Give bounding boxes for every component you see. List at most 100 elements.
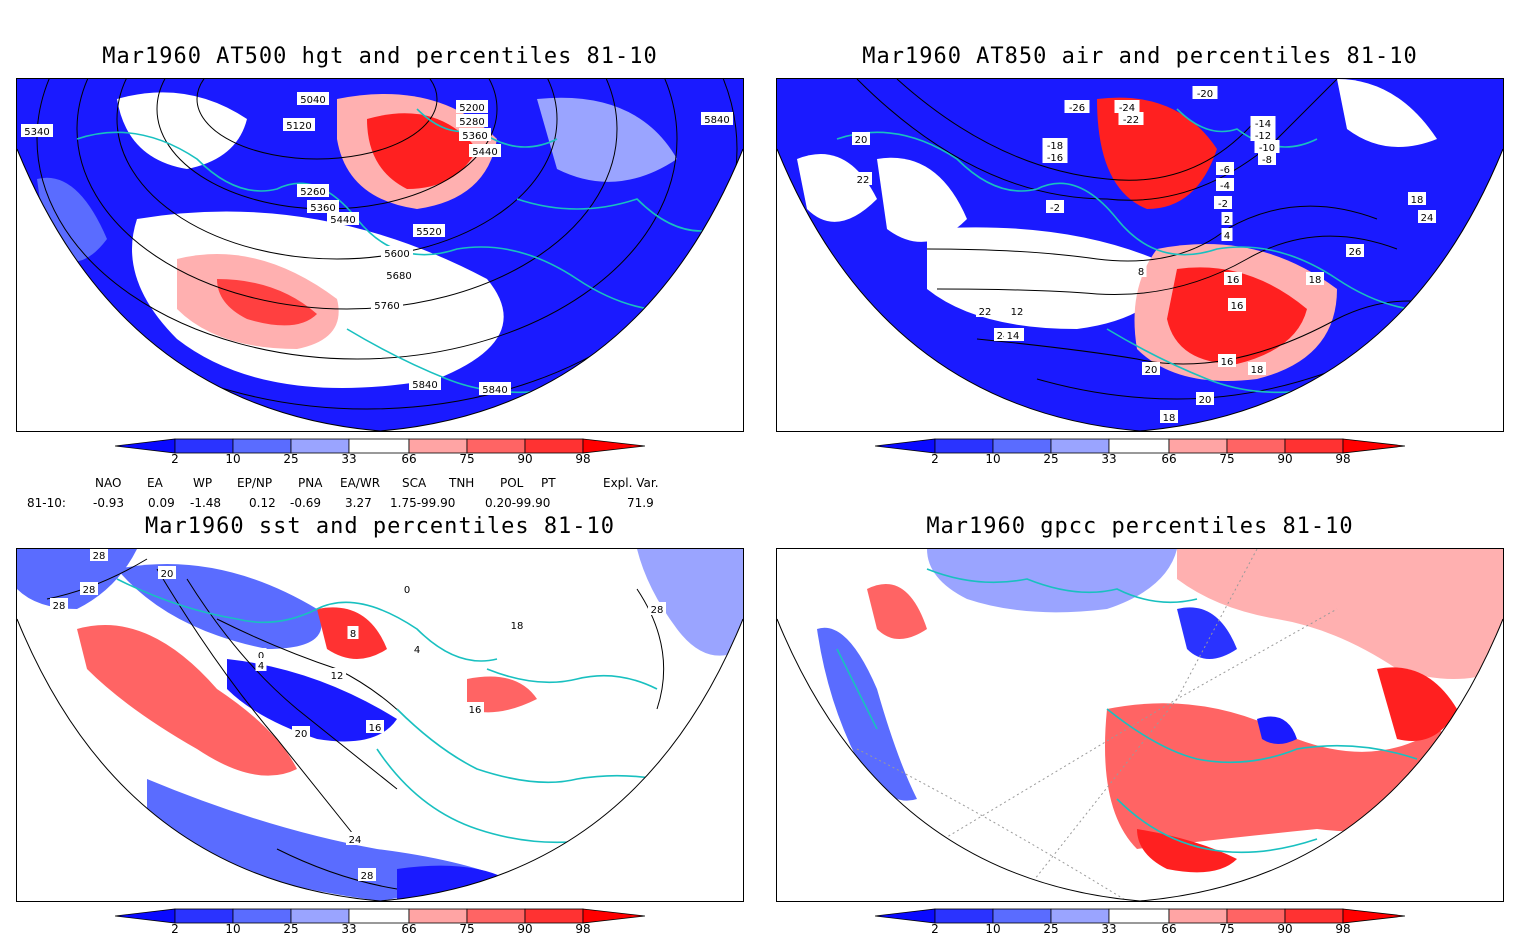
index-header-nao: NAO	[95, 476, 122, 490]
colorbar-1-segment	[408, 438, 468, 454]
contour-label: 18	[1408, 192, 1426, 206]
svg-text:28: 28	[53, 601, 66, 612]
index-value-sca-range: 1.75-99.90	[390, 496, 456, 510]
contour-label: -2	[1214, 196, 1232, 210]
contour-label: 26	[1346, 244, 1364, 258]
svg-text:2: 2	[1224, 215, 1230, 226]
svg-text:-2: -2	[1218, 199, 1228, 210]
colorbar-3-tick-label: 98	[575, 922, 591, 936]
colorbar-1-tick-label: 90	[517, 452, 533, 466]
colorbar-1-tick-label: 75	[459, 452, 475, 466]
svg-text:-24: -24	[1119, 103, 1135, 114]
colorbar-3-tick-label: 10	[225, 922, 241, 936]
svg-text:5120: 5120	[286, 121, 311, 132]
contour-label: 20	[1142, 362, 1160, 376]
contour-label: -14	[1250, 116, 1276, 130]
svg-text:-6: -6	[1220, 165, 1230, 176]
contour-label: 12	[1008, 304, 1026, 318]
svg-text:5760: 5760	[374, 301, 399, 312]
contour-label: 28	[80, 582, 98, 596]
contour-label: -10	[1254, 140, 1280, 154]
svg-text:-18: -18	[1047, 141, 1063, 152]
contour-label: 20	[292, 726, 310, 740]
svg-text:5440: 5440	[330, 215, 355, 226]
contour-label: 8	[347, 626, 359, 640]
contour-label: 28	[358, 868, 376, 882]
svg-text:0: 0	[258, 651, 264, 662]
contour-label: -18	[1042, 138, 1068, 152]
colorbar-1-segment	[524, 438, 584, 454]
contour-label: 20	[852, 132, 870, 146]
colorbar-4-tick-label: 66	[1161, 922, 1177, 936]
contour-label: 5340	[21, 124, 53, 138]
colorbar-2-segment	[875, 438, 936, 454]
colorbar-3-segment	[174, 908, 234, 924]
contour-label: 5760	[371, 298, 403, 312]
contour-label: 16	[1224, 272, 1242, 286]
svg-text:20: 20	[1145, 365, 1158, 376]
panel-title-air: Mar1960 AT850 air and percentiles 81-10	[862, 44, 1418, 69]
colorbar-3-segment	[408, 908, 468, 924]
colorbar-1-tick-label: 66	[401, 452, 417, 466]
svg-text:-10: -10	[1259, 143, 1275, 154]
teleconnection-indices: NAO EA WP EP/NP PNA EA/WR SCA TNH POL PT…	[0, 476, 760, 512]
svg-text:5520: 5520	[416, 227, 441, 238]
colorbar-4-tick-label: 25	[1043, 922, 1059, 936]
contour-label: -20	[1192, 86, 1218, 100]
contour-label: 0	[401, 582, 413, 596]
colorbar-3-segment	[232, 908, 292, 924]
contour-label: 12	[328, 668, 346, 682]
colorbar-2-tick-label: 33	[1101, 452, 1117, 466]
colorbar-1-tick-label: 10	[225, 452, 241, 466]
colorbar-3-segment	[466, 908, 526, 924]
index-value-eawr: 3.27	[345, 496, 372, 510]
panel-title-gpcc: Mar1960 gpcc percentiles 81-10	[926, 514, 1354, 539]
svg-text:4: 4	[258, 661, 264, 672]
index-value-nao: -0.93	[93, 496, 125, 510]
contour-label: 18	[508, 618, 526, 632]
colorbar-1-tick-label: 33	[341, 452, 357, 466]
map-panel-sst: 28 28 28 20 0 4 8 4 12 16 16 20 24 28 18 28 0	[16, 548, 744, 902]
svg-text:-22: -22	[1123, 115, 1139, 126]
svg-text:18: 18	[1163, 413, 1176, 424]
svg-text:18: 18	[1411, 195, 1424, 206]
contour-label: 24	[346, 832, 364, 846]
index-header-epnp: EP/NP	[237, 476, 273, 490]
index-header-pna: PNA	[298, 476, 323, 490]
colorbar-3-segment	[115, 908, 176, 924]
colorbar-3-segment	[348, 908, 410, 924]
svg-text:8: 8	[1138, 267, 1144, 278]
svg-text:28: 28	[361, 871, 374, 882]
colorbar-4-tick-label: 2	[931, 922, 939, 936]
colorbar-2-segment	[1284, 438, 1344, 454]
contour-label: -24	[1114, 100, 1140, 114]
colorbar-4-segment	[1226, 908, 1286, 924]
svg-text:18: 18	[1309, 275, 1322, 286]
contour-label: -2	[1046, 200, 1064, 214]
svg-text:5840: 5840	[704, 115, 729, 126]
contour-label: 5360	[459, 128, 491, 142]
colorbar-4-segment	[1168, 908, 1228, 924]
svg-text:26: 26	[1349, 247, 1362, 258]
svg-text:5260: 5260	[300, 187, 325, 198]
index-value-ea: 0.09	[148, 496, 175, 510]
colorbar-1-tick-label: 98	[575, 452, 591, 466]
colorbar-4-segment	[1108, 908, 1170, 924]
contour-label: 18	[1248, 362, 1266, 376]
index-header-sca: SCA	[402, 476, 427, 490]
svg-text:24: 24	[1421, 213, 1434, 224]
contour-label: -16	[1042, 150, 1068, 164]
colorbar-1-segment	[290, 438, 350, 454]
colorbar-3-segment	[290, 908, 350, 924]
contour-label: 5440	[327, 212, 359, 226]
colorbar-4: 2 10 25 33 66 75 90 98	[875, 908, 1405, 940]
colorbar-4-segment	[934, 908, 994, 924]
colorbar-2-segment	[1168, 438, 1228, 454]
contour-label: -8	[1258, 152, 1276, 166]
colorbar-4-tick-label: 75	[1219, 922, 1235, 936]
colorbar-4-segment	[875, 908, 936, 924]
colorbar-4-tick-label: 90	[1277, 922, 1293, 936]
colorbar-4-tick-label: 98	[1335, 922, 1351, 936]
contour-label: 28	[50, 598, 68, 612]
svg-text:22: 22	[979, 307, 992, 318]
